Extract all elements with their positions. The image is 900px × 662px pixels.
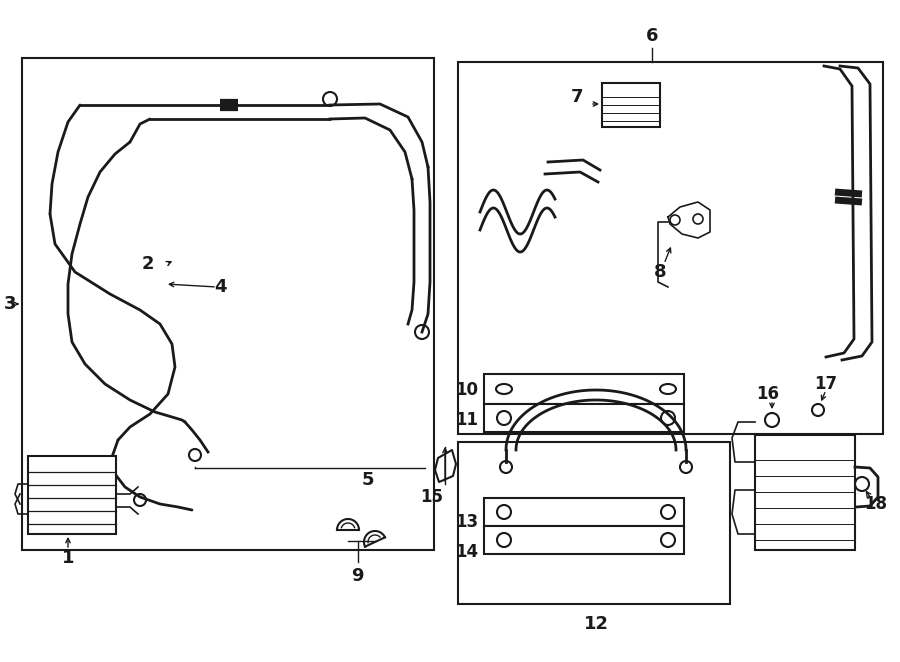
Text: 2: 2 <box>142 255 154 273</box>
Text: 1: 1 <box>62 549 74 567</box>
Text: 11: 11 <box>455 411 479 429</box>
Bar <box>458 62 883 434</box>
Text: 5: 5 <box>362 471 374 489</box>
Text: 7: 7 <box>571 88 583 106</box>
Bar <box>484 404 684 432</box>
Text: 4: 4 <box>214 278 226 296</box>
Text: 16: 16 <box>757 385 779 403</box>
Text: 3: 3 <box>4 295 16 313</box>
Text: 15: 15 <box>420 488 444 506</box>
Bar <box>484 498 684 526</box>
Text: 6: 6 <box>646 27 658 45</box>
Text: 10: 10 <box>455 381 479 399</box>
Text: 9: 9 <box>351 567 364 585</box>
Text: 18: 18 <box>865 495 887 513</box>
Bar <box>602 83 660 127</box>
Bar <box>484 526 684 554</box>
Bar <box>458 442 730 604</box>
Text: 13: 13 <box>455 513 479 531</box>
Text: 12: 12 <box>583 615 608 633</box>
Text: 14: 14 <box>455 543 479 561</box>
Bar <box>484 374 684 404</box>
Text: 8: 8 <box>653 263 666 281</box>
Text: 17: 17 <box>814 375 838 393</box>
Bar <box>22 58 434 550</box>
Bar <box>28 456 116 534</box>
Bar <box>755 435 855 550</box>
